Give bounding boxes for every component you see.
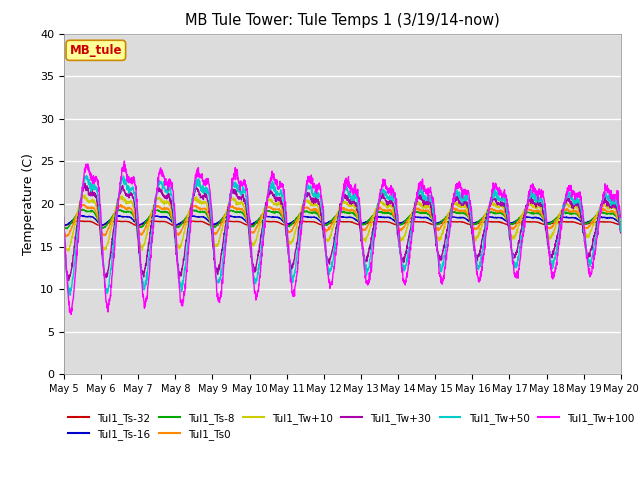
Tul1_Ts0 <box>60 228 68 234</box>
Line: Tul1_Tw+10: Tul1_Tw+10 <box>64 195 621 251</box>
Tul1_Tw+100 <box>584 258 591 264</box>
Tul1_Ts-8 <box>371 210 379 216</box>
Tul1_Ts0 <box>117 202 125 207</box>
Tul1_Ts-16 <box>216 218 223 224</box>
Tul1_Tw+30 <box>60 241 68 247</box>
Tul1_Ts-32 <box>617 221 625 227</box>
Tul1_Ts-16 <box>617 220 625 226</box>
Tul1_Ts0 <box>62 234 70 240</box>
Tul1_Ts-8 <box>617 220 625 226</box>
Tul1_Ts-32 <box>216 220 223 226</box>
Line: Tul1_Ts-8: Tul1_Ts-8 <box>64 209 621 228</box>
Tul1_Tw+100 <box>216 297 223 302</box>
Tul1_Ts-32 <box>584 221 591 227</box>
Tul1_Ts-16 <box>584 219 591 225</box>
Tul1_Tw+30 <box>216 263 223 268</box>
Line: Tul1_Ts-16: Tul1_Ts-16 <box>64 216 621 225</box>
Tul1_Tw+100 <box>371 234 379 240</box>
Tul1_Tw+30 <box>65 277 72 283</box>
Tul1_Ts-8 <box>359 222 367 228</box>
Tul1_Ts0 <box>359 228 367 233</box>
Tul1_Ts0 <box>568 209 576 215</box>
Tul1_Tw+100 <box>120 158 128 164</box>
Tul1_Tw+100 <box>568 190 576 196</box>
Tul1_Tw+10 <box>216 234 223 240</box>
Line: Tul1_Ts0: Tul1_Ts0 <box>64 204 621 237</box>
Tul1_Tw+50 <box>359 248 367 254</box>
Tul1_Ts-32 <box>568 219 575 225</box>
Tul1_Tw+10 <box>81 192 89 198</box>
Line: Tul1_Ts-32: Tul1_Ts-32 <box>64 221 621 226</box>
Tul1_Tw+10 <box>60 235 68 241</box>
Tul1_Ts0 <box>617 222 625 228</box>
Tul1_Ts-32 <box>75 218 83 224</box>
Tul1_Ts-16 <box>568 215 576 220</box>
Tul1_Ts-32 <box>504 222 512 228</box>
Legend: Tul1_Ts-32, Tul1_Ts-16, Tul1_Ts-8, Tul1_Ts0, Tul1_Tw+10, Tul1_Tw+30, Tul1_Tw+50,: Tul1_Ts-32, Tul1_Ts-16, Tul1_Ts-8, Tul1_… <box>64 408 639 444</box>
Tul1_Tw+30 <box>359 251 367 257</box>
Title: MB Tule Tower: Tule Temps 1 (3/19/14-now): MB Tule Tower: Tule Temps 1 (3/19/14-now… <box>185 13 500 28</box>
Tul1_Tw+30 <box>584 252 591 257</box>
Tul1_Ts-16 <box>505 220 513 226</box>
Tul1_Tw+50 <box>617 228 625 234</box>
Tul1_Ts-8 <box>63 226 71 231</box>
Tul1_Ts0 <box>216 225 223 231</box>
Tul1_Tw+30 <box>505 225 513 231</box>
Tul1_Tw+30 <box>81 180 89 186</box>
Tul1_Ts-16 <box>60 222 68 228</box>
Tul1_Ts0 <box>371 210 379 216</box>
Tul1_Tw+50 <box>67 292 74 298</box>
Tul1_Ts0 <box>505 222 513 228</box>
Y-axis label: Temperature (C): Temperature (C) <box>22 153 35 255</box>
Tul1_Ts-32 <box>371 219 379 225</box>
Tul1_Tw+10 <box>617 226 625 232</box>
Tul1_Tw+50 <box>505 218 513 224</box>
Tul1_Tw+30 <box>568 202 576 207</box>
Tul1_Ts-8 <box>79 206 86 212</box>
Tul1_Tw+100 <box>67 312 75 317</box>
Tul1_Ts-8 <box>568 211 576 216</box>
Tul1_Tw+10 <box>584 234 591 240</box>
Tul1_Ts-8 <box>60 224 68 230</box>
Tul1_Tw+10 <box>371 209 379 215</box>
Tul1_Ts-16 <box>359 220 367 226</box>
Tul1_Ts-16 <box>115 213 122 218</box>
Tul1_Tw+100 <box>60 215 68 220</box>
Tul1_Tw+10 <box>359 236 367 241</box>
Tul1_Tw+50 <box>568 196 576 202</box>
Tul1_Ts-8 <box>584 220 591 226</box>
Line: Tul1_Tw+100: Tul1_Tw+100 <box>64 161 621 314</box>
Tul1_Tw+30 <box>371 215 379 220</box>
Tul1_Ts-32 <box>359 222 367 228</box>
Tul1_Tw+30 <box>617 230 625 236</box>
Tul1_Tw+50 <box>584 258 591 264</box>
Tul1_Tw+50 <box>216 276 223 282</box>
Tul1_Ts-16 <box>371 215 379 220</box>
Line: Tul1_Tw+30: Tul1_Tw+30 <box>64 183 621 280</box>
Tul1_Ts-8 <box>216 219 223 225</box>
Text: MB_tule: MB_tule <box>70 44 122 57</box>
Tul1_Ts0 <box>584 226 591 231</box>
Tul1_Tw+10 <box>65 248 72 254</box>
Tul1_Tw+50 <box>371 224 379 229</box>
Tul1_Ts-8 <box>505 219 513 225</box>
Tul1_Tw+10 <box>505 224 513 230</box>
Tul1_Tw+100 <box>505 208 513 214</box>
Tul1_Ts-16 <box>61 222 69 228</box>
Tul1_Tw+100 <box>359 243 367 249</box>
Tul1_Tw+100 <box>617 215 625 221</box>
Line: Tul1_Tw+50: Tul1_Tw+50 <box>64 176 621 295</box>
Tul1_Tw+10 <box>568 206 576 212</box>
Tul1_Tw+50 <box>60 230 68 236</box>
Tul1_Tw+50 <box>83 173 90 179</box>
Tul1_Ts-32 <box>60 223 68 228</box>
